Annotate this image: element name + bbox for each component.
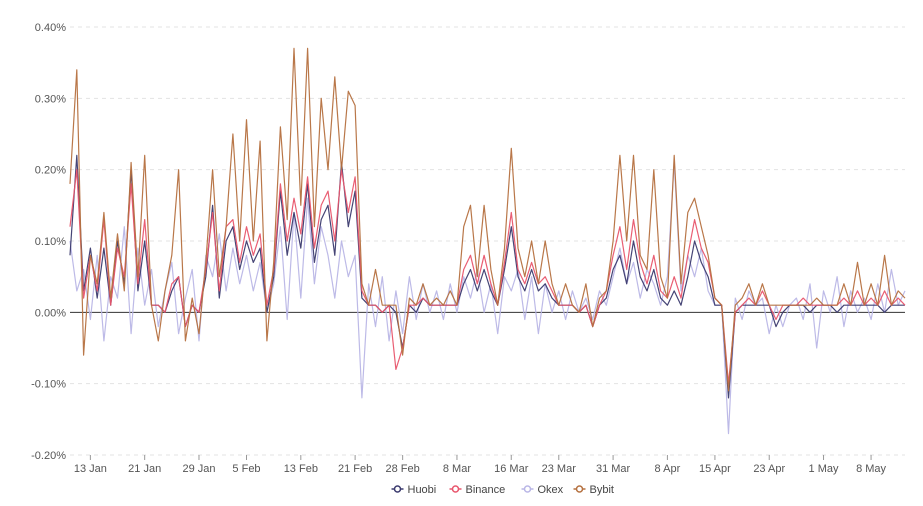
- y-tick-label: 0.40%: [35, 22, 66, 34]
- legend-label-okex[interactable]: Okex: [538, 484, 564, 496]
- x-tick-label: 8 Apr: [655, 463, 681, 475]
- x-tick-label: 15 Apr: [699, 463, 731, 475]
- legend-label-huobi[interactable]: Huobi: [408, 484, 437, 496]
- y-tick-label: -0.20%: [31, 450, 66, 462]
- x-tick-label: 21 Jan: [128, 463, 161, 475]
- x-tick-label: 13 Jan: [74, 463, 107, 475]
- series-line-binance: [69, 169, 906, 385]
- x-tick-label: 23 Apr: [753, 463, 785, 475]
- legend: Huobi Binance Okex Bybit: [391, 484, 614, 496]
- y-tick-label: 0.00%: [35, 307, 66, 319]
- y-tick-label: 0.30%: [35, 93, 66, 105]
- x-axis: 13 Jan 21 Jan 29 Jan 5 Feb 13 Feb 21 Feb 28 Fe…: [74, 455, 887, 475]
- x-tick-label: 8 May: [856, 463, 886, 475]
- x-tick-label: 23 Mar: [542, 463, 577, 475]
- y-tick-label: 0.20%: [35, 165, 66, 177]
- series-line-okex: [69, 161, 906, 435]
- legend-marker-okex: [523, 485, 532, 493]
- legend-marker-huobi: [393, 485, 402, 493]
- x-tick-label: 31 Mar: [596, 463, 631, 475]
- x-tick-label: 16 Mar: [494, 463, 529, 475]
- x-tick-label: 8 Mar: [443, 463, 471, 475]
- legend-marker-bybit: [575, 485, 584, 493]
- series-line-bybit: [69, 47, 906, 392]
- x-tick-label: 5 Feb: [232, 463, 260, 475]
- legend-label-binance[interactable]: Binance: [466, 484, 506, 496]
- x-tick-label: 29 Jan: [182, 463, 215, 475]
- y-tick-label: 0.10%: [35, 236, 66, 248]
- series-lines: [69, 47, 906, 435]
- legend-label-bybit[interactable]: Bybit: [590, 484, 614, 496]
- x-tick-label: 21 Feb: [338, 463, 372, 475]
- y-tick-label: -0.10%: [31, 379, 66, 391]
- series-line-huobi: [69, 154, 905, 399]
- x-tick-label: 28 Feb: [386, 463, 420, 475]
- x-tick-label: 13 Feb: [284, 463, 318, 475]
- x-tick-label: 1 May: [809, 463, 839, 475]
- y-axis: 0.40% 0.30% 0.20% 0.10% 0.00% -0.10% -0.20%: [31, 22, 66, 462]
- legend-marker-binance: [451, 485, 460, 493]
